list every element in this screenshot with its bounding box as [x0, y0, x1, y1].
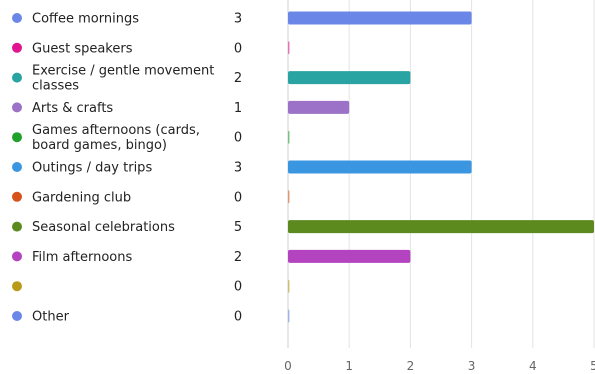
row-count: 3: [234, 161, 242, 176]
row-label-line: Film afternoons: [32, 250, 132, 265]
x-tick-label: 4: [529, 359, 537, 373]
bar: [288, 130, 290, 144]
row-count: 0: [234, 280, 242, 295]
legend-dot-icon: [12, 191, 22, 202]
row-label: Arts & crafts: [32, 101, 113, 116]
row-count: 5: [234, 220, 242, 235]
bar: [288, 160, 472, 174]
row-label-line: classes: [32, 79, 79, 94]
chart-row: Guest speakers 0: [12, 41, 290, 56]
x-axis-ticks: 0 1 2 3 4 5: [284, 359, 595, 373]
row-count: 2: [234, 71, 242, 86]
grid-lines: [287, 0, 595, 348]
row-count: 0: [234, 131, 242, 146]
row-label-line: Outings / day trips: [32, 161, 152, 176]
legend-dot-icon: [12, 102, 22, 113]
row-label: Guest speakers: [32, 41, 133, 56]
chart-row: Gardening club 0: [12, 190, 290, 205]
x-tick-label: 1: [345, 359, 353, 373]
row-label-line: Exercise / gentle movement: [32, 64, 214, 79]
row-label: Games afternoons (cards, board games, bin…: [32, 123, 200, 153]
x-tick-label: 0: [284, 359, 292, 373]
chart-row: Games afternoons (cards, board games, bin…: [12, 123, 290, 153]
chart-row: Exercise / gentle movement classes 2: [12, 64, 411, 94]
bar: [288, 41, 290, 55]
chart-row: Arts & crafts 1: [12, 100, 350, 116]
row-count: 0: [234, 41, 242, 56]
row-label-line: board games, bingo): [32, 138, 167, 153]
chart-row: Seasonal celebrations 5: [12, 220, 594, 235]
row-label: Exercise / gentle movement classes: [32, 64, 214, 94]
row-label: Coffee mornings: [32, 12, 139, 27]
legend-dot-icon: [12, 72, 22, 83]
legend-dot-icon: [12, 132, 22, 143]
chart-row: Film afternoons 2: [12, 249, 411, 265]
chart-rows: Coffee mornings 3 Guest speakers 0 Exercise …: [12, 11, 594, 325]
bar: [288, 100, 350, 114]
chart-row: 0: [12, 279, 290, 295]
bar: [288, 71, 411, 85]
legend-dot-icon: [12, 42, 22, 53]
row-label-line: Seasonal celebrations: [32, 220, 175, 235]
legend-dot-icon: [12, 281, 22, 292]
row-label: Outings / day trips: [32, 161, 152, 176]
legend-dot-icon: [12, 162, 22, 172]
row-label-line: Arts & crafts: [32, 101, 113, 116]
legend-dot-icon: [12, 251, 22, 262]
x-tick-label: 5: [590, 359, 595, 373]
x-tick-label: 3: [468, 359, 476, 373]
x-tick-label: 2: [407, 359, 415, 373]
legend-dot-icon: [12, 13, 22, 23]
row-label: Gardening club: [32, 190, 131, 205]
row-label-line: Gardening club: [32, 190, 131, 205]
chart-row: Outings / day trips 3: [12, 160, 472, 176]
chart-row: Other 0: [12, 309, 290, 325]
row-label: Seasonal celebrations: [32, 220, 175, 235]
bar: [288, 249, 411, 263]
row-label: Other: [32, 310, 70, 325]
legend-dot-icon: [12, 221, 22, 232]
row-count: 3: [234, 12, 242, 27]
row-label-line: Guest speakers: [32, 41, 133, 56]
row-label-line: Games afternoons (cards,: [32, 123, 200, 138]
legend-dot-icon: [12, 311, 22, 321]
row-count: 0: [234, 190, 242, 205]
bar: [288, 190, 290, 204]
row-count: 0: [234, 310, 242, 325]
bar: [288, 309, 290, 323]
bar: [288, 220, 594, 234]
bar: [288, 279, 290, 293]
row-label-line: Other: [32, 310, 70, 325]
chart-row: Coffee mornings 3: [12, 11, 472, 27]
row-label-line: Coffee mornings: [32, 12, 139, 27]
row-count: 1: [234, 101, 242, 116]
bar: [288, 11, 472, 25]
row-count: 2: [234, 250, 242, 265]
row-label: Film afternoons: [32, 250, 132, 265]
